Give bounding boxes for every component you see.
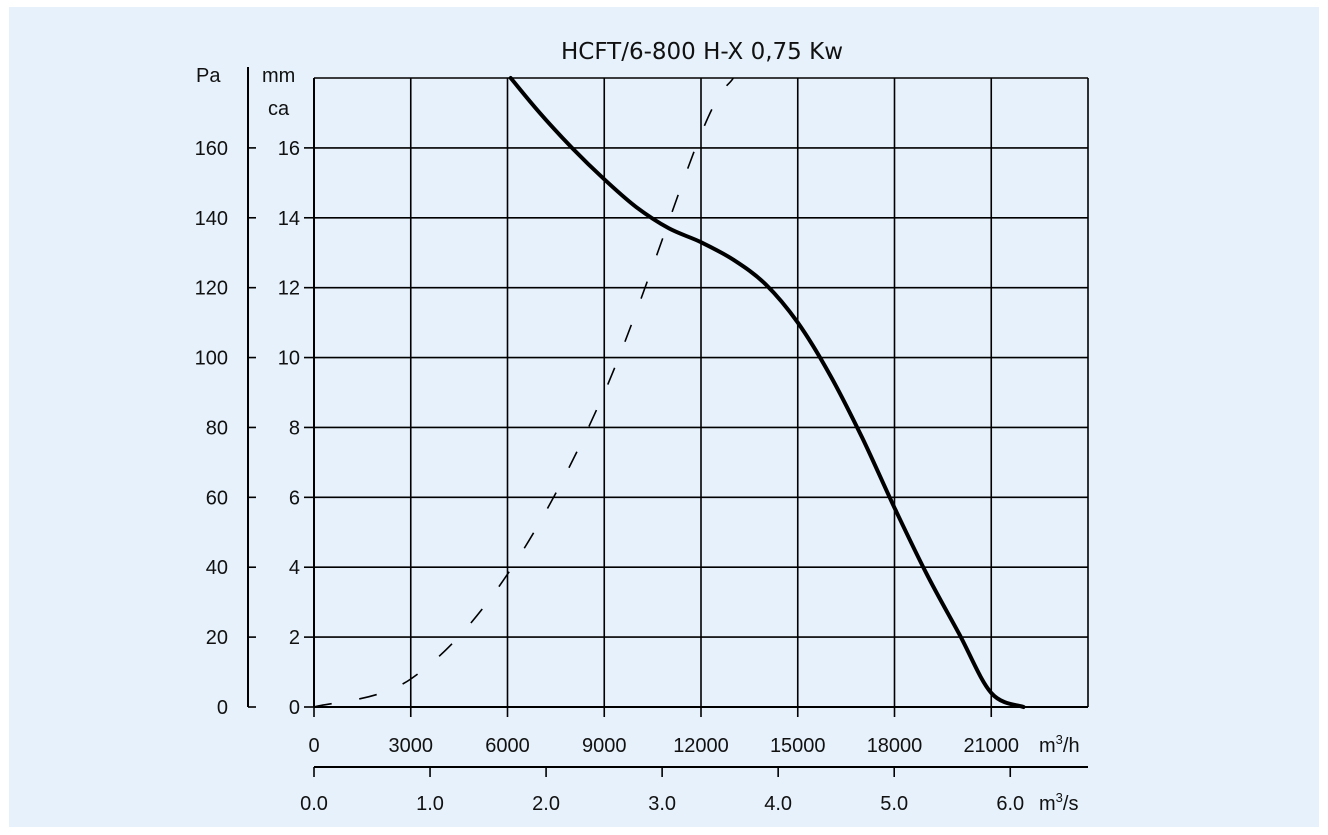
y-tick-label: 100 (195, 348, 228, 370)
axes (247, 67, 1088, 768)
x-tick-label: 3000 (389, 735, 434, 757)
y-axis-label: Pa (196, 65, 221, 87)
x-tick-label: 21000 (963, 735, 1019, 757)
series-group (313, 76, 1026, 709)
y2-tick-label: 6 (289, 487, 300, 509)
x-tick-label: 6000 (485, 735, 530, 757)
x2-axis-unit-label: m3/s (1039, 790, 1078, 815)
x2-tick-labels: 0.0 1.0 2.0 3.0 4.0 5.0 6.0 (300, 767, 1024, 815)
x-tick-label: 18000 (867, 735, 923, 757)
y2-tick-label: 8 (289, 417, 300, 439)
x2-tick-label: 0.0 (300, 793, 328, 815)
fan-pressure-curve (508, 76, 1026, 709)
x2-tick-label: 2.0 (532, 793, 560, 815)
system-resistance-curve (313, 77, 734, 708)
x-tick-label: 15000 (770, 735, 826, 757)
y-tick-label: 80 (206, 417, 228, 439)
y2-tick-label: 14 (278, 208, 300, 230)
y2-tick-label: 12 (278, 278, 300, 300)
y2-tick-label: 0 (289, 697, 300, 719)
x-tick-label: 0 (308, 735, 319, 757)
y-tick-label: 40 (206, 557, 228, 579)
y2-axis-label-line2: ca (268, 98, 290, 120)
y-tick-label: 140 (195, 208, 228, 230)
x2-tick-label: 4.0 (764, 793, 792, 815)
x2-tick-label: 3.0 (648, 793, 676, 815)
y-tick-label: 60 (206, 487, 228, 509)
y2-tick-labels: 0 2 4 6 8 10 12 14 16 (278, 138, 314, 719)
x-axis-unit-label: m3/h (1039, 732, 1080, 757)
chart-title: HCFT/6-800 H-X 0,75 Kw (561, 39, 843, 65)
x2-tick-label: 6.0 (996, 793, 1024, 815)
y2-tick-label: 2 (289, 627, 300, 649)
x2-tick-label: 1.0 (416, 793, 444, 815)
y-tick-label: 20 (206, 627, 228, 649)
x2-tick-label: 5.0 (880, 793, 908, 815)
grid (314, 77, 1089, 707)
y-tick-label: 120 (195, 278, 228, 300)
x-tick-label: 9000 (582, 735, 627, 757)
y-tick-label: 160 (195, 138, 228, 160)
y-tick-label: 0 (217, 697, 228, 719)
y2-tick-label: 16 (278, 138, 300, 160)
x-tick-labels: 0 3000 6000 9000 12000 15000 18000 21000 (308, 707, 1019, 757)
y-tick-labels: 0 20 40 60 80 100 120 140 160 (195, 138, 256, 719)
x-tick-label: 12000 (673, 735, 729, 757)
y2-tick-label: 10 (278, 348, 300, 370)
y2-axis-label-line1: mm (262, 65, 295, 87)
panel-background (9, 7, 1319, 827)
y2-tick-label: 4 (289, 557, 300, 579)
